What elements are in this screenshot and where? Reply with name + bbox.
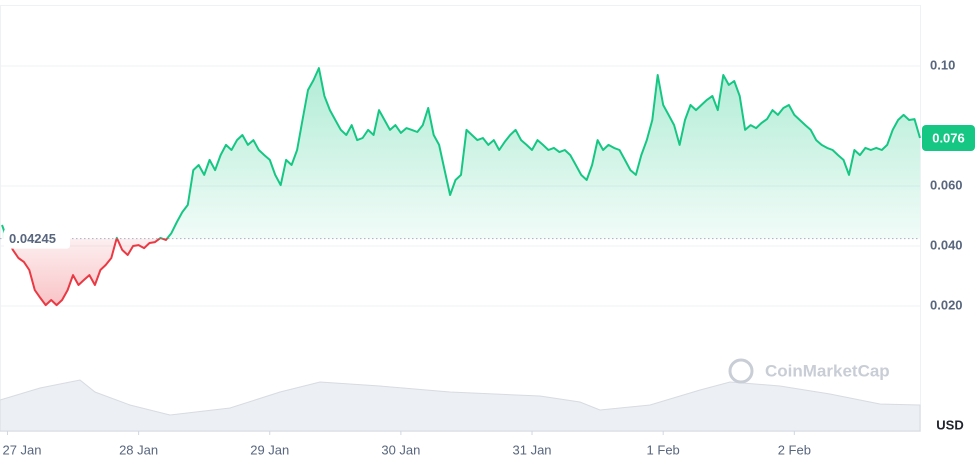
x-tick-label: 28 Jan: [119, 442, 158, 457]
price-line: [1, 67, 921, 307]
watermark-text: CoinMarketCap: [765, 361, 890, 380]
x-tick-label: 29 Jan: [250, 442, 289, 457]
baseline-label: 0.04245: [9, 231, 56, 246]
y-tick-label: 0.040: [930, 237, 963, 252]
y-tick-label: 0.060: [930, 177, 963, 192]
x-tick-label: 30 Jan: [381, 442, 420, 457]
area-fill: [2, 68, 920, 306]
x-tick-label: 1 Feb: [647, 442, 680, 457]
watermark: CoinMarketCap: [728, 358, 890, 384]
current-price-badge: [922, 125, 975, 151]
baseline-label-box: [4, 228, 70, 249]
x-tick-label: 2 Feb: [778, 442, 811, 457]
volume-area: [0, 379, 921, 432]
y-tick-label: 0.020: [930, 297, 963, 312]
x-tick-label: 31 Jan: [513, 442, 552, 457]
y-tick-label: 0.10: [930, 57, 955, 72]
x-tick-label: 27 Jan: [2, 442, 41, 457]
currency-label: USD: [936, 417, 963, 432]
watermark-logo: [728, 358, 754, 384]
current-price-label: 0.076: [932, 130, 965, 145]
